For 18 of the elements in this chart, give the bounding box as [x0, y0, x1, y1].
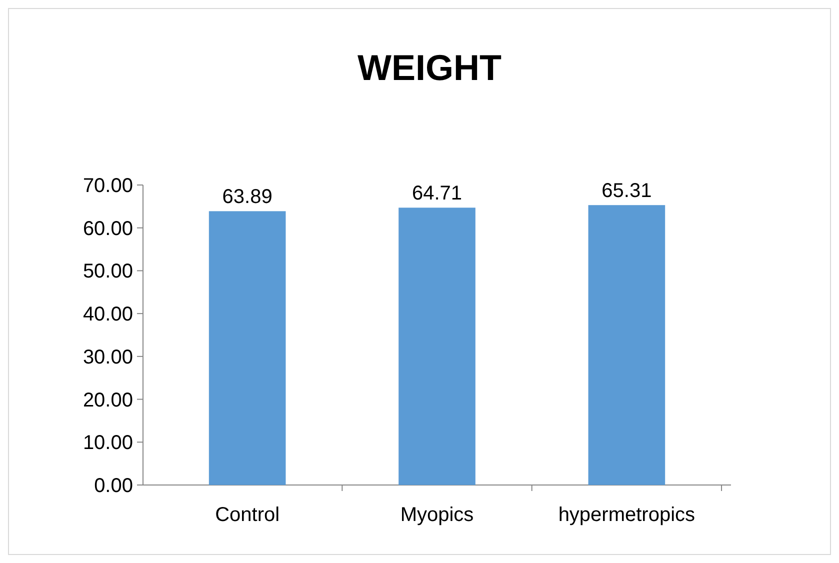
y-tick-label: 70.00: [82, 175, 133, 197]
data-label: 63.89: [222, 186, 272, 208]
y-tick-label: 20.00: [82, 389, 133, 412]
bar: [588, 205, 666, 485]
bar: [208, 211, 286, 485]
data-label: 65.31: [602, 180, 652, 202]
bar: [398, 208, 476, 485]
y-tick-label: 50.00: [82, 260, 133, 283]
x-tick-label: hypermetropics: [558, 504, 696, 526]
y-tick-label: 0.00: [94, 475, 133, 497]
y-tick-label: 40.00: [82, 304, 133, 326]
data-label: 64.71: [412, 182, 462, 205]
x-tick-label: Myopics: [400, 504, 474, 526]
y-tick-label: 10.00: [82, 432, 133, 454]
x-tick-label: Control: [215, 504, 280, 526]
y-tick-label: 60.00: [82, 218, 133, 240]
y-tick-label: 30.00: [82, 346, 133, 368]
chart-title: WEIGHT: [358, 47, 502, 88]
